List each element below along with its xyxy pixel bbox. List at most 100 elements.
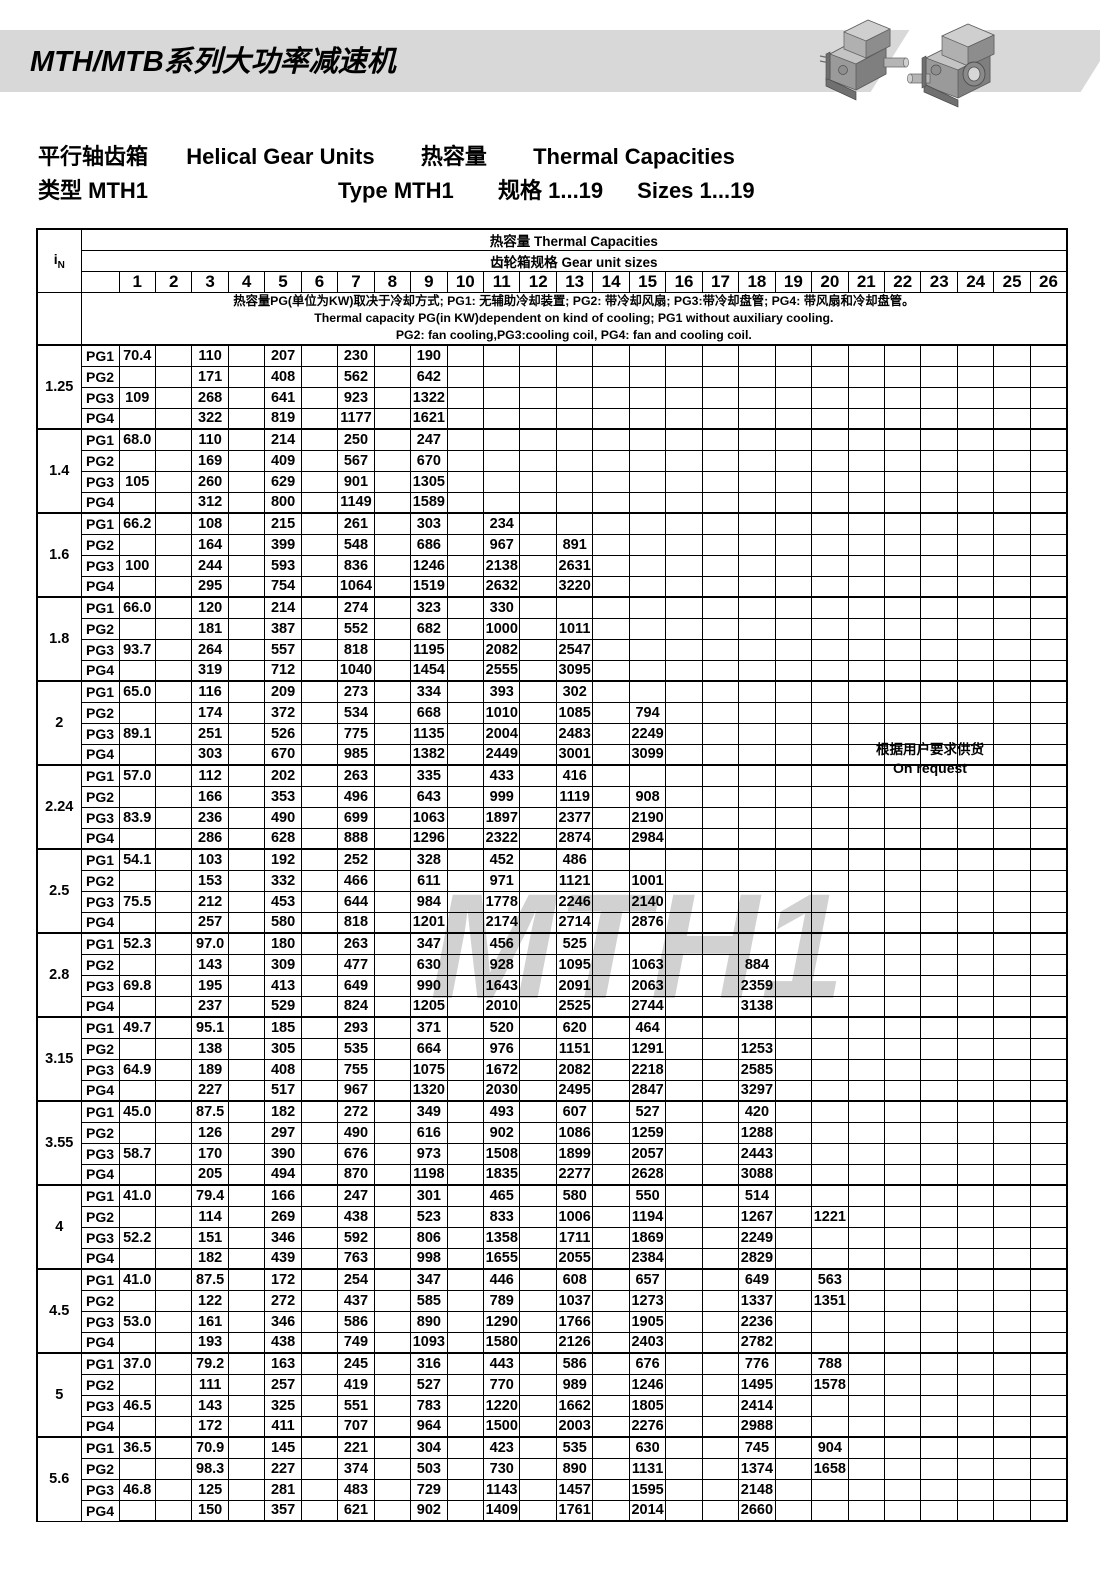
empty-cell (373, 890, 412, 913)
size-column-header: 9 (410, 271, 448, 293)
empty-cell (811, 1058, 849, 1081)
empty-cell (811, 932, 849, 955)
capacity-value-cell: 174 (191, 701, 229, 724)
empty-cell (993, 659, 1031, 682)
capacity-value-cell: 964 (410, 1415, 448, 1438)
empty-cell (774, 1016, 813, 1039)
empty-cell (154, 344, 193, 367)
empty-cell (592, 1478, 630, 1501)
capacity-value-cell: 891 (555, 533, 594, 556)
empty-cell (519, 428, 557, 451)
empty-cell (920, 554, 958, 577)
capacity-value-cell: 334 (410, 680, 448, 703)
empty-cell (847, 659, 886, 682)
empty-cell (227, 1058, 266, 1081)
empty-cell (154, 470, 193, 493)
empty-cell (227, 869, 266, 892)
capacity-value-cell: 1194 (628, 1205, 667, 1228)
empty-cell (884, 1121, 922, 1144)
empty-cell (920, 1436, 958, 1459)
empty-cell (1029, 617, 1069, 640)
empty-cell (920, 575, 958, 598)
capacity-value-cell: 413 (264, 974, 302, 997)
empty-cell (628, 764, 667, 787)
capacity-value-cell: 2174 (483, 911, 521, 934)
empty-cell (373, 1100, 412, 1123)
empty-cell (373, 1184, 412, 1207)
empty-cell (154, 1100, 193, 1123)
empty-cell (701, 1247, 740, 1270)
empty-cell (993, 449, 1031, 472)
table-row: PG3 64.9 189 408 755 1075 1672 2082 2218 2585 (37, 1058, 1069, 1081)
empty-cell (1029, 1289, 1069, 1312)
empty-cell (154, 701, 193, 724)
capacity-value-cell: 1672 (483, 1058, 521, 1081)
empty-cell (1029, 890, 1069, 913)
empty-cell (774, 1478, 813, 1501)
capacity-value-cell: 534 (337, 701, 375, 724)
empty-cell (628, 596, 667, 619)
empty-cell (884, 596, 922, 619)
ratio-value-cell: 3.55 (36, 1100, 82, 1186)
empty-cell (446, 1247, 485, 1270)
table-row: PG3 83.9 236 490 699 1063 1897 2377 2190 (37, 806, 1069, 829)
size-column-header: 17 (701, 271, 740, 293)
pg-label-cell: PG4 (80, 1163, 120, 1186)
ratio-value-cell: 2.24 (36, 764, 82, 850)
capacity-value-cell: 628 (264, 827, 302, 850)
empty-cell (519, 386, 557, 409)
empty-cell (118, 743, 156, 766)
empty-cell (373, 1436, 412, 1459)
empty-cell (592, 1037, 630, 1060)
capacity-value-cell: 286 (191, 827, 229, 850)
empty-cell (738, 449, 776, 472)
capacity-value-cell: 209 (264, 680, 302, 703)
empty-cell (300, 1499, 339, 1522)
capacity-value-cell: 2249 (628, 722, 667, 745)
capacity-value-cell: 164 (191, 533, 229, 556)
cooling-note-cell: 热容量PG(单位为KW)取决于冷却方式; PG1: 无辅助冷却装置; PG2: … (80, 292, 1069, 346)
empty-cell (738, 911, 776, 934)
empty-cell (665, 911, 703, 934)
empty-cell (774, 1310, 813, 1333)
capacity-value-cell: 2829 (738, 1247, 776, 1270)
pg-label-cell: PG1 (80, 848, 120, 871)
capacity-value-cell: 257 (264, 1373, 302, 1396)
size-column-header: 15 (628, 271, 667, 293)
empty-cell (811, 1016, 849, 1039)
capacity-value-cell: 301 (410, 1184, 448, 1207)
empty-cell (628, 617, 667, 640)
capacity-value-cell: 438 (264, 1331, 302, 1354)
capacity-value-cell: 371 (410, 1016, 448, 1039)
empty-cell (300, 617, 339, 640)
empty-cell (227, 1163, 266, 1186)
capacity-value-cell: 2004 (483, 722, 521, 745)
empty-cell (956, 1142, 995, 1165)
empty-cell (592, 1457, 630, 1480)
pg-label-cell: PG2 (80, 1289, 120, 1312)
empty-cell (665, 1058, 703, 1081)
capacity-value-cell: 143 (191, 1394, 229, 1417)
empty-cell (154, 512, 193, 535)
capacity-value-cell: 110 (191, 344, 229, 367)
capacity-value-cell: 670 (264, 743, 302, 766)
capacity-value-cell: 730 (483, 1457, 521, 1480)
capacity-value-cell: 465 (483, 1184, 521, 1207)
capacity-value-cell: 182 (191, 1247, 229, 1270)
empty-cell (665, 1394, 703, 1417)
empty-cell (300, 1016, 339, 1039)
capacity-value-cell: 1457 (555, 1478, 594, 1501)
capacity-value-cell: 608 (555, 1268, 594, 1291)
empty-cell (519, 1226, 557, 1249)
empty-cell (956, 848, 995, 871)
empty-cell (300, 869, 339, 892)
empty-cell (884, 617, 922, 640)
capacity-value-cell: 439 (264, 1247, 302, 1270)
empty-cell (592, 617, 630, 640)
empty-cell (1029, 491, 1069, 514)
empty-cell (154, 1121, 193, 1144)
empty-cell (227, 701, 266, 724)
empty-cell (446, 1457, 485, 1480)
empty-cell (811, 848, 849, 871)
empty-cell (373, 1268, 412, 1291)
